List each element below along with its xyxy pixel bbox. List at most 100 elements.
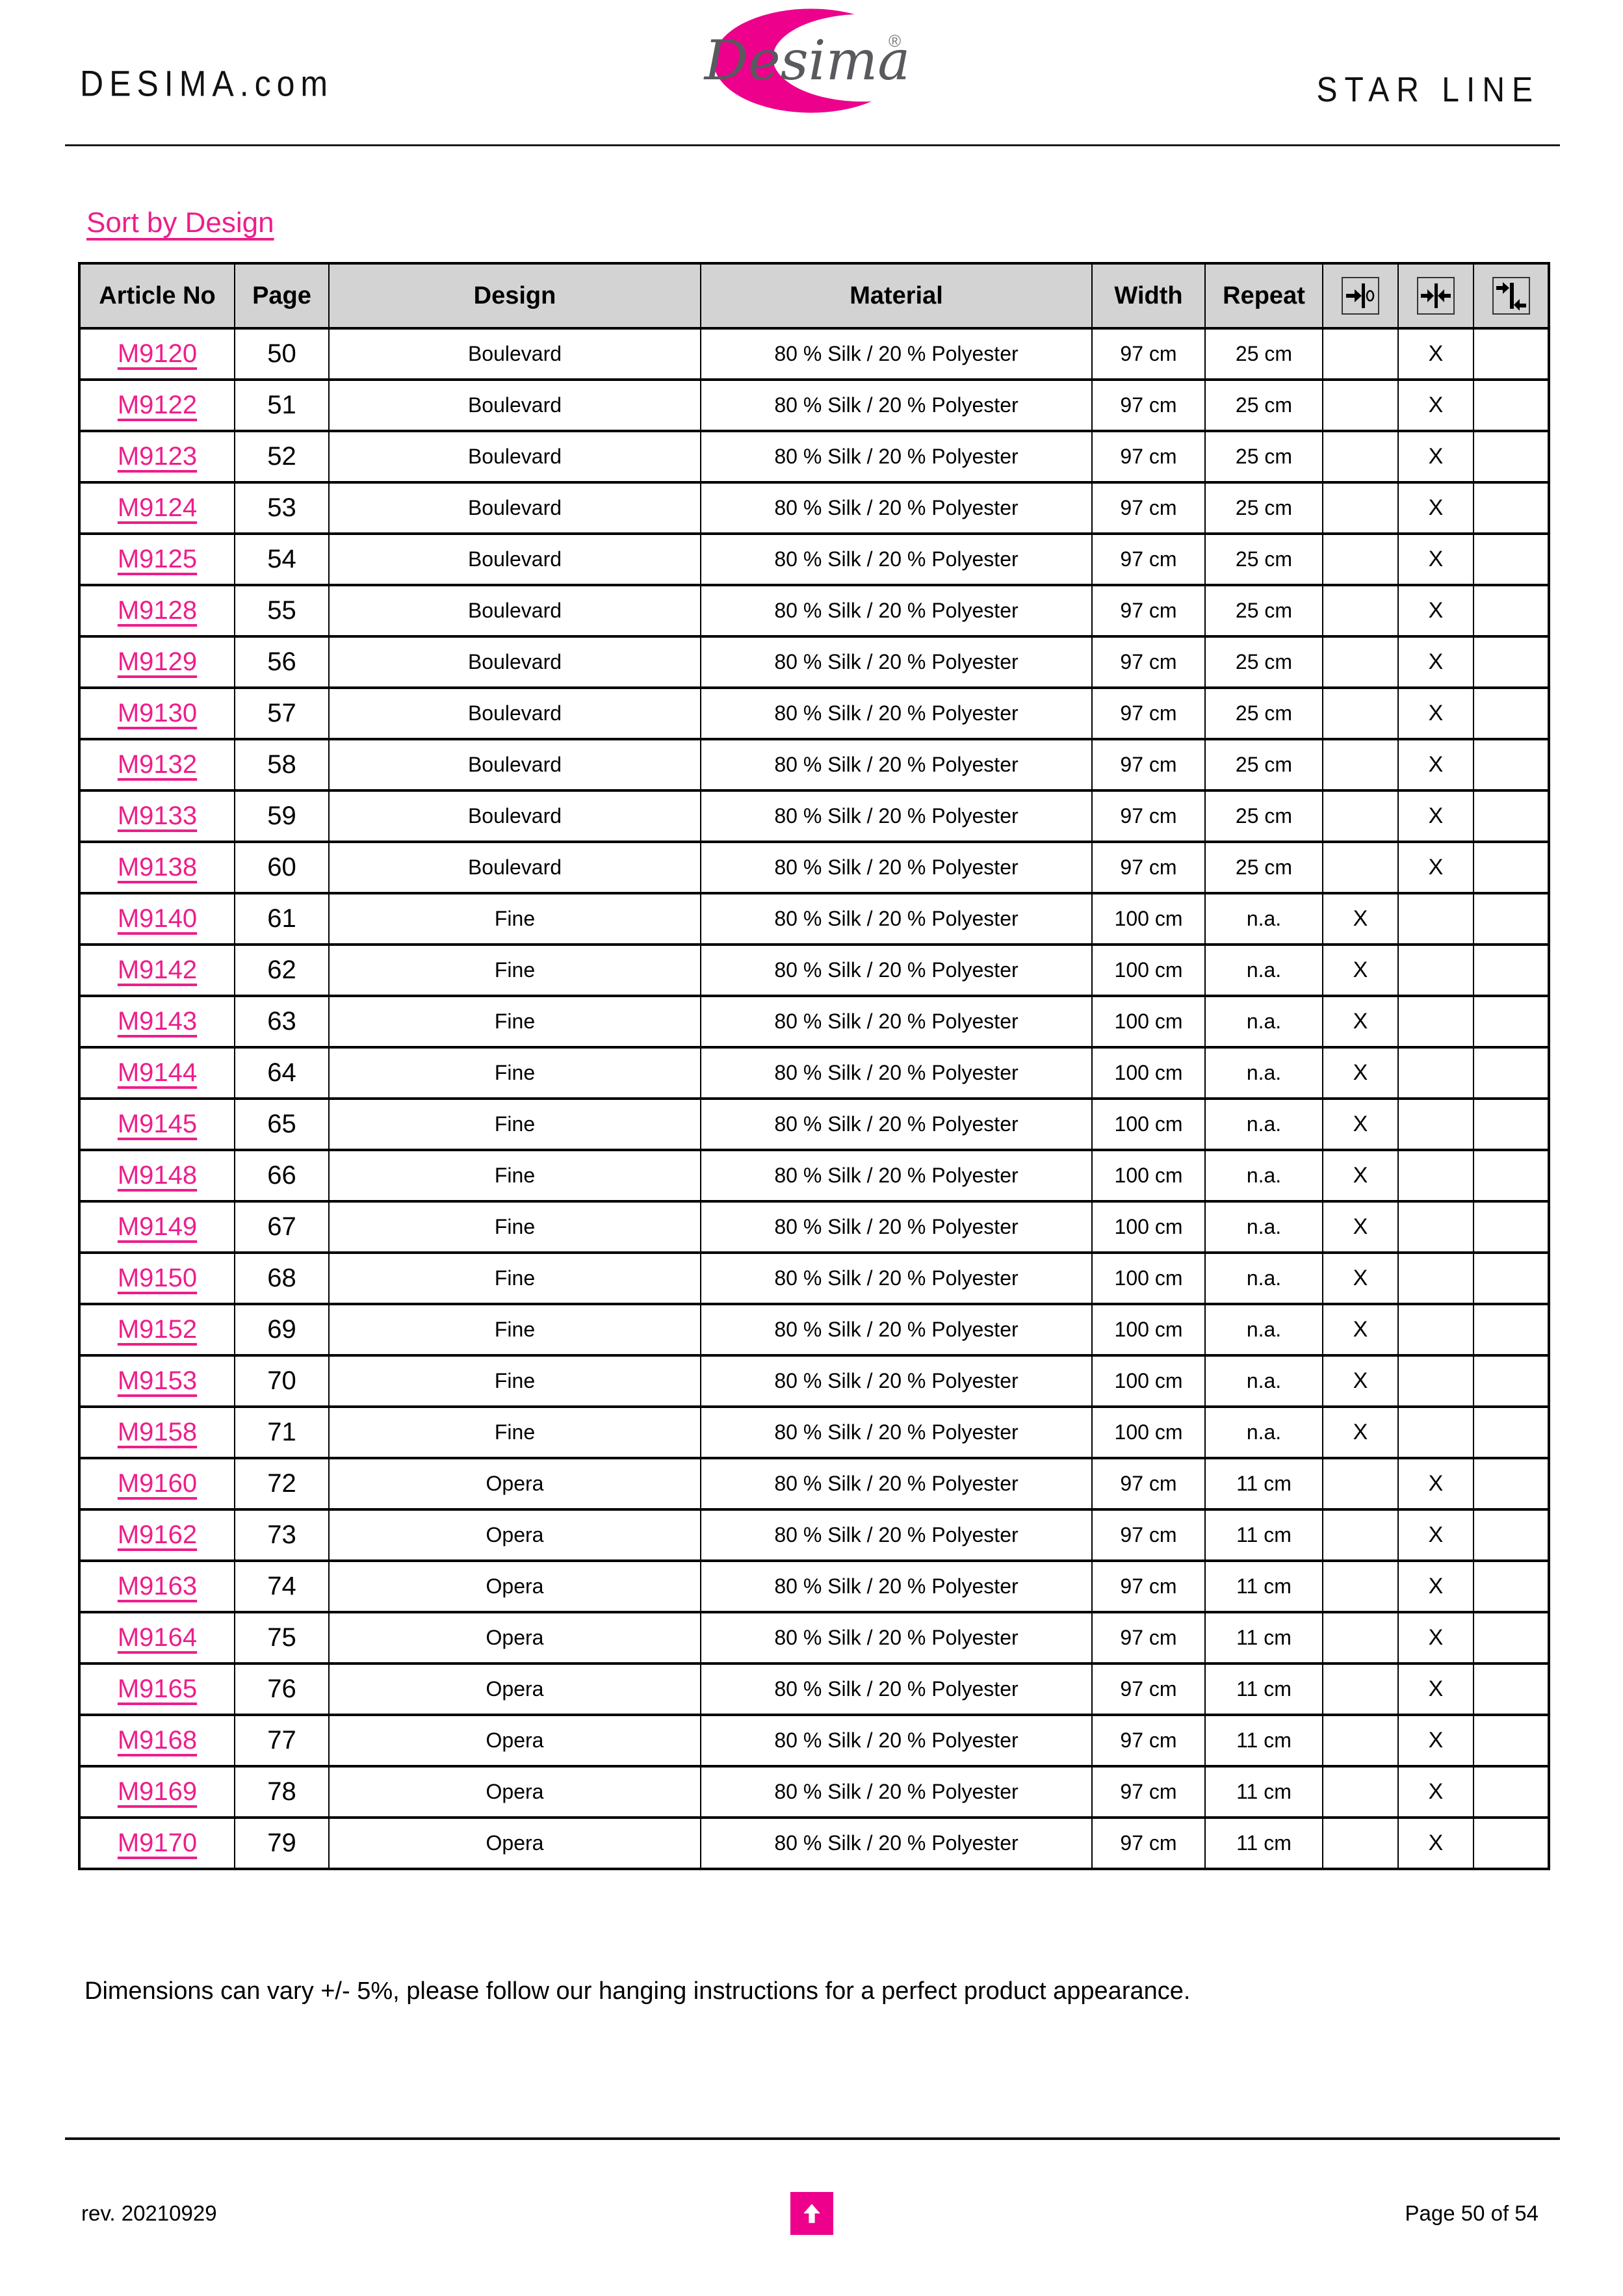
- table-row: M9128 55 Boulevard 80 % Silk / 20 % Poly…: [79, 584, 1550, 638]
- article-cell: M9168: [79, 1714, 235, 1768]
- article-link[interactable]: M9169: [117, 1777, 198, 1806]
- table-row: M9153 70 Fine 80 % Silk / 20 % Polyester…: [79, 1354, 1550, 1408]
- col-header-page: Page: [234, 262, 330, 330]
- page-number-label: Page 50 of 54: [1405, 2201, 1539, 2225]
- col-header-width: Width: [1091, 262, 1206, 330]
- article-link[interactable]: M9164: [117, 1623, 198, 1652]
- material-cell: 80 % Silk / 20 % Polyester: [700, 1405, 1093, 1459]
- article-link[interactable]: M9163: [117, 1572, 198, 1600]
- article-link[interactable]: M9129: [117, 647, 198, 676]
- design-cell: Boulevard: [328, 738, 701, 792]
- half-drop-match-cell: [1473, 1200, 1550, 1254]
- col-header-half-drop-match: [1473, 262, 1550, 330]
- article-link[interactable]: M9153: [117, 1366, 198, 1395]
- article-cell: M9124: [79, 481, 235, 535]
- straight-match-cell: X: [1397, 686, 1474, 740]
- free-match-cell: X: [1322, 1097, 1399, 1151]
- article-link[interactable]: M9142: [117, 956, 198, 984]
- table-row: M9150 68 Fine 80 % Silk / 20 % Polyester…: [79, 1251, 1550, 1305]
- free-match-cell: [1322, 1508, 1399, 1562]
- article-link[interactable]: M9130: [117, 699, 198, 727]
- article-link[interactable]: M9150: [117, 1264, 198, 1292]
- article-link[interactable]: M9122: [117, 391, 198, 419]
- table-row: M9152 69 Fine 80 % Silk / 20 % Polyester…: [79, 1303, 1550, 1357]
- article-link[interactable]: M9144: [117, 1058, 198, 1087]
- repeat-cell: 11 cm: [1204, 1559, 1323, 1613]
- half-drop-match-cell: [1473, 841, 1550, 894]
- page-cell: 65: [234, 1097, 330, 1151]
- free-match-cell: X: [1322, 1354, 1399, 1408]
- article-link[interactable]: M9148: [117, 1161, 198, 1190]
- material-cell: 80 % Silk / 20 % Polyester: [700, 1149, 1093, 1203]
- free-match-cell: [1322, 532, 1399, 586]
- back-to-top-button[interactable]: [790, 2192, 833, 2235]
- half-drop-match-cell: [1473, 892, 1550, 946]
- repeat-cell: n.a.: [1204, 892, 1323, 946]
- half-drop-match-cell: [1473, 1816, 1550, 1870]
- width-cell: 100 cm: [1091, 995, 1206, 1049]
- article-link[interactable]: M9143: [117, 1007, 198, 1036]
- article-link[interactable]: M9168: [117, 1726, 198, 1755]
- repeat-cell: n.a.: [1204, 1354, 1323, 1408]
- table-row: M9145 65 Fine 80 % Silk / 20 % Polyester…: [79, 1097, 1550, 1151]
- free-match-cell: [1322, 841, 1399, 894]
- article-link[interactable]: M9120: [117, 339, 198, 368]
- straight-match-cell: [1397, 1097, 1474, 1151]
- article-cell: M9152: [79, 1303, 235, 1357]
- width-cell: 97 cm: [1091, 1714, 1206, 1768]
- article-link[interactable]: M9162: [117, 1520, 198, 1549]
- table-row: M9142 62 Fine 80 % Silk / 20 % Polyester…: [79, 943, 1550, 997]
- repeat-cell: n.a.: [1204, 995, 1323, 1049]
- design-cell: Opera: [328, 1559, 701, 1613]
- material-cell: 80 % Silk / 20 % Polyester: [700, 995, 1093, 1049]
- material-cell: 80 % Silk / 20 % Polyester: [700, 327, 1093, 381]
- article-link[interactable]: M9140: [117, 904, 198, 933]
- width-cell: 97 cm: [1091, 789, 1206, 843]
- straight-match-cell: X: [1397, 1611, 1474, 1665]
- article-cell: M9163: [79, 1559, 235, 1613]
- material-cell: 80 % Silk / 20 % Polyester: [700, 892, 1093, 946]
- article-link[interactable]: M9124: [117, 493, 198, 522]
- article-link[interactable]: M9128: [117, 596, 198, 625]
- logo-script-text: Desima: [703, 29, 910, 92]
- material-cell: 80 % Silk / 20 % Polyester: [700, 635, 1093, 689]
- article-link[interactable]: M9158: [117, 1418, 198, 1446]
- width-cell: 97 cm: [1091, 532, 1206, 586]
- design-cell: Fine: [328, 943, 701, 997]
- article-link[interactable]: M9152: [117, 1315, 198, 1344]
- article-link[interactable]: M9132: [117, 750, 198, 779]
- half-drop-match-cell: [1473, 1097, 1550, 1151]
- article-link[interactable]: M9145: [117, 1110, 198, 1138]
- straight-match-icon: [1417, 277, 1455, 315]
- article-link[interactable]: M9138: [117, 853, 198, 881]
- sort-by-design-link[interactable]: Sort by Design: [86, 207, 274, 239]
- article-link[interactable]: M9170: [117, 1829, 198, 1857]
- article-link[interactable]: M9165: [117, 1675, 198, 1703]
- repeat-cell: n.a.: [1204, 943, 1323, 997]
- table-row: M9123 52 Boulevard 80 % Silk / 20 % Poly…: [79, 430, 1550, 484]
- article-link[interactable]: M9125: [117, 545, 198, 573]
- repeat-cell: n.a.: [1204, 1405, 1323, 1459]
- repeat-cell: n.a.: [1204, 1149, 1323, 1203]
- design-cell: Fine: [328, 1200, 701, 1254]
- width-cell: 100 cm: [1091, 1303, 1206, 1357]
- article-link[interactable]: M9133: [117, 802, 198, 830]
- article-link[interactable]: M9160: [117, 1469, 198, 1498]
- page-cell: 58: [234, 738, 330, 792]
- material-cell: 80 % Silk / 20 % Polyester: [700, 1662, 1093, 1716]
- repeat-cell: 25 cm: [1204, 841, 1323, 894]
- article-link[interactable]: M9149: [117, 1212, 198, 1241]
- table-row: M9148 66 Fine 80 % Silk / 20 % Polyester…: [79, 1149, 1550, 1203]
- table-row: M9122 51 Boulevard 80 % Silk / 20 % Poly…: [79, 378, 1550, 432]
- table-row: M9138 60 Boulevard 80 % Silk / 20 % Poly…: [79, 841, 1550, 894]
- material-cell: 80 % Silk / 20 % Polyester: [700, 378, 1093, 432]
- material-cell: 80 % Silk / 20 % Polyester: [700, 1508, 1093, 1562]
- free-match-cell: [1322, 1714, 1399, 1768]
- col-header-material: Material: [700, 262, 1093, 330]
- table-row: M9130 57 Boulevard 80 % Silk / 20 % Poly…: [79, 686, 1550, 740]
- half-drop-match-cell: [1473, 532, 1550, 586]
- article-cell: M9132: [79, 738, 235, 792]
- article-link[interactable]: M9123: [117, 442, 198, 471]
- article-table: Article No Page Design Material Width Re…: [78, 262, 1550, 1870]
- width-cell: 97 cm: [1091, 1611, 1206, 1665]
